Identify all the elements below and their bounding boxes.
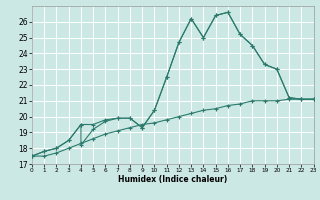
X-axis label: Humidex (Indice chaleur): Humidex (Indice chaleur) <box>118 175 228 184</box>
